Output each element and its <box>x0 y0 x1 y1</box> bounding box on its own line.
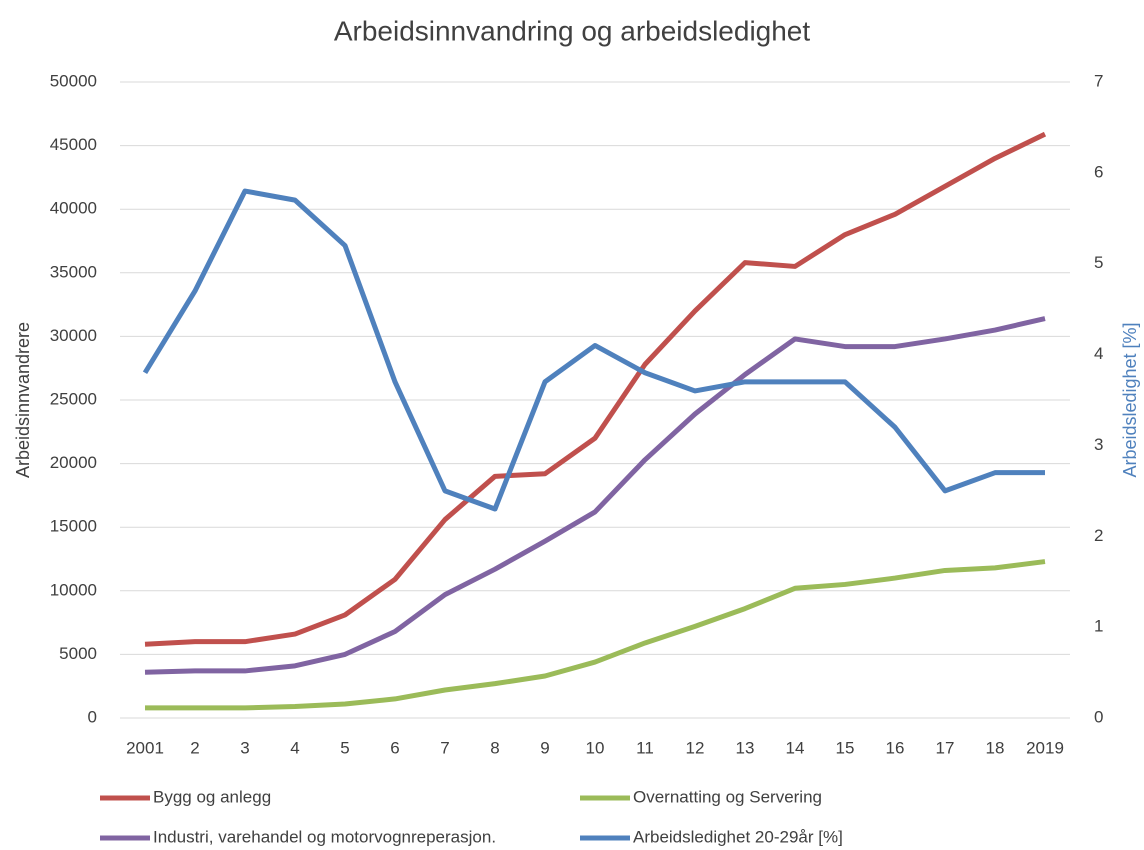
x-tick-label: 5 <box>340 738 349 757</box>
x-tick-label: 14 <box>786 738 805 757</box>
x-tick-label: 7 <box>440 738 449 757</box>
series-line <box>142 188 1045 512</box>
x-tick-label: 16 <box>886 738 905 757</box>
series-line <box>144 316 1046 675</box>
y2-tick-label: 1 <box>1094 617 1103 636</box>
y-tick-label: 5000 <box>59 644 97 663</box>
y2-tick-label: 3 <box>1094 435 1103 454</box>
y-tick-label: 40000 <box>50 199 97 218</box>
y-tick-label: 10000 <box>50 580 97 599</box>
y-tick-label: 30000 <box>50 326 97 345</box>
x-tick-label: 4 <box>290 738 299 757</box>
chart-title: Arbeidsinnvandring og arbeidsledighet <box>334 15 811 46</box>
y2-tick-label: 0 <box>1094 707 1103 726</box>
x-tick-label: 17 <box>936 738 955 757</box>
y-tick-label: 35000 <box>50 262 97 281</box>
y-tick-label: 50000 <box>50 71 97 90</box>
legend-label: Bygg og anlegg <box>153 787 271 806</box>
y2-tick-label: 7 <box>1094 71 1103 90</box>
x-tick-label: 13 <box>736 738 755 757</box>
x-tick-label: 10 <box>586 738 605 757</box>
y-tick-label: 15000 <box>50 517 97 536</box>
x-tick-label: 2019 <box>1026 738 1064 757</box>
x-tick-label: 2001 <box>126 738 164 757</box>
y-axis-label: Arbeidsinnvandrere <box>13 322 33 478</box>
legend-label: Industri, varehandel og motorvognreperas… <box>153 827 496 846</box>
x-tick-label: 11 <box>636 738 654 757</box>
x-tick-label: 3 <box>240 738 249 757</box>
y2-tick-label: 6 <box>1094 162 1103 181</box>
x-tick-label: 15 <box>836 738 855 757</box>
x-tick-label: 9 <box>540 738 549 757</box>
series-line <box>145 559 1046 711</box>
x-tick-label: 6 <box>390 738 399 757</box>
y2-axis-label: Arbeidsledighet [%] <box>1120 322 1140 477</box>
legend-label: Arbeidsledighet 20-29år [%] <box>633 827 843 846</box>
x-tick-label: 8 <box>490 738 499 757</box>
legend-label: Overnatting og Servering <box>633 787 822 806</box>
x-tick-label: 2 <box>190 738 199 757</box>
x-tick-label: 12 <box>686 738 705 757</box>
series-line <box>144 131 1047 647</box>
y-tick-label: 25000 <box>50 389 97 408</box>
y-tick-label: 20000 <box>50 453 97 472</box>
x-tick-label: 18 <box>986 738 1005 757</box>
y-tick-label: 45000 <box>50 135 97 154</box>
y2-tick-label: 2 <box>1094 526 1103 545</box>
y2-tick-label: 4 <box>1094 344 1103 363</box>
y2-tick-label: 5 <box>1094 253 1103 272</box>
y-tick-label: 0 <box>88 707 97 726</box>
